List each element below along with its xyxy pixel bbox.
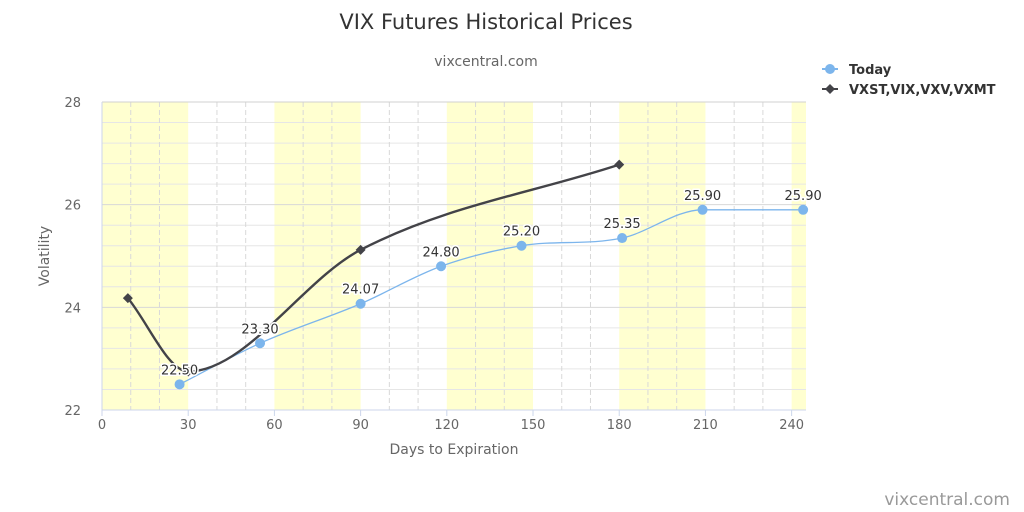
legend-label-today: Today [849,63,892,78]
x-band [274,102,361,410]
x-tick-label: 210 [693,418,718,433]
data-point-circle [798,204,809,215]
legend-item-today[interactable]: Today [822,63,892,78]
y-axis-title: Volatility [37,226,53,286]
legend-label-term: VXST,VIX,VXV,VXMT [849,83,996,98]
x-tick-label: 150 [521,418,546,433]
x-band [446,102,534,410]
legend-item-term[interactable]: VXST,VIX,VXV,VXMT [822,83,996,98]
y-tick-label: 26 [64,199,81,214]
series-line-1 [126,163,621,373]
x-band [791,102,806,410]
data-labels-group: 22.50 23.30 24.07 24.80 25.20 25.35 25.90 25.90 [159,187,823,380]
x-tick-label: 90 [352,418,369,433]
data-label: 25.90 [684,189,721,204]
x-tick-label: 30 [180,418,197,433]
data-point-diamond [122,293,133,304]
data-point-diamond [183,366,194,377]
data-point-circle [436,261,447,272]
data-label: 22.50 [161,363,198,378]
credit-link[interactable]: vixcentral.com [884,490,1010,510]
data-label: 25.35 [603,217,640,232]
y-tick-label: 22 [64,404,81,419]
legend: Today VXST,VIX,VXV,VXMT [822,63,996,98]
data-point-circle [355,298,366,309]
data-point-diamond [614,159,625,170]
x-tick-label: 240 [779,418,804,433]
y-tick-label: 28 [64,96,81,111]
band-group [102,102,806,410]
data-label: 24.07 [342,283,379,298]
data-point-circle [255,338,266,349]
x-tick-label: 60 [266,418,283,433]
y-tick-label: 24 [64,301,81,316]
chart-subtitle: vixcentral.com [434,54,537,70]
data-point-circle [174,379,185,390]
data-point-diamond [355,244,366,255]
data-point-circle [617,233,628,244]
x-tick-label: 120 [434,418,459,433]
x-axis-title: Days to Expiration [390,442,519,458]
x-band [102,102,189,410]
data-point-circle [697,204,708,215]
data-label: 23.30 [241,322,278,337]
data-point-circle [516,240,527,251]
x-band [619,102,706,410]
axes-group: 0 30 60 90 120 150 180 210 240 22 24 26 28 [64,96,806,433]
x-tick-label: 0 [98,418,106,433]
data-label: 25.20 [503,225,540,240]
x-tick-label: 180 [607,418,632,433]
data-label: 25.90 [785,189,822,204]
legend-marker-term [825,84,835,94]
legend-marker-today [825,64,835,74]
data-label: 24.80 [422,245,459,260]
series-points-group [122,159,809,390]
chart-title: VIX Futures Historical Prices [339,10,632,34]
